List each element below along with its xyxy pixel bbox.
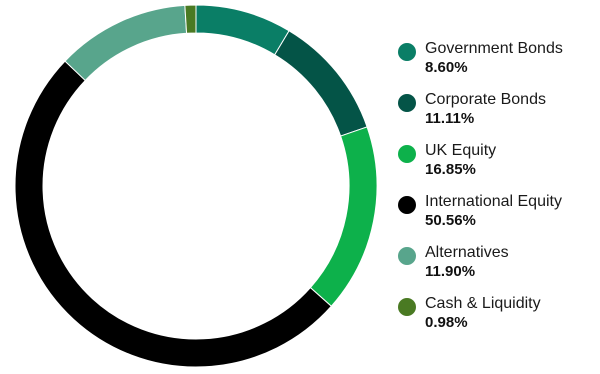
legend-value: 0.98% [425,314,468,331]
donut-slice-cash-liquidity [184,4,197,34]
donut-slice-international-equity [14,60,333,368]
legend-swatch [398,43,416,61]
legend-swatch [398,298,416,316]
legend-label: Cash & Liquidity [425,295,541,312]
legend-value: 50.56% [425,212,476,229]
donut-slice-corporate-bonds [274,30,368,137]
legend-swatch [398,196,416,214]
legend-value: 11.90% [425,263,476,280]
legend-label: Government Bonds [425,40,563,57]
donut-slice-uk-equity [309,126,378,307]
legend-value: 8.60% [425,59,468,76]
legend-swatch [398,94,416,112]
legend-label: Alternatives [425,244,509,261]
legend-label: International Equity [425,193,562,210]
donut-slice-government-bonds [195,4,290,56]
legend-value: 11.11% [425,110,475,127]
legend-value: 16.85% [425,161,476,178]
legend-swatch [398,247,416,265]
legend-swatch [398,145,416,163]
donut-chart [14,4,378,368]
legend-label: Corporate Bonds [425,91,546,108]
donut-slice-alternatives [64,4,188,82]
legend-label: UK Equity [425,142,497,159]
